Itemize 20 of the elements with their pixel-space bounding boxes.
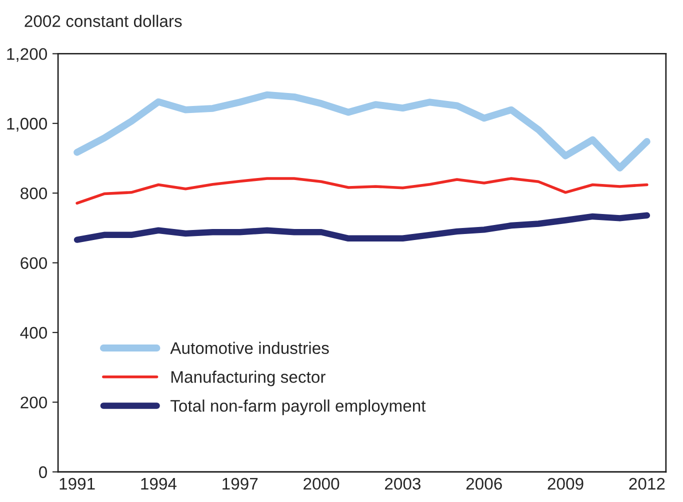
y-tick-label: 200 [20, 396, 47, 408]
x-tick-label: 2006 [466, 478, 502, 490]
x-tick-label: 1994 [141, 478, 177, 490]
x-tick-label: 2000 [304, 478, 340, 490]
x-tick-label: 1997 [222, 478, 258, 490]
line-series [76, 177, 648, 205]
legend-label: Automotive industries [170, 342, 329, 354]
y-tick-label: 1,000 [7, 118, 47, 132]
y-tick-label: 1,200 [7, 48, 47, 62]
y-tick-label: 400 [20, 326, 47, 339]
x-tick-label: 2009 [548, 478, 584, 490]
y-tick-label: 0 [39, 466, 47, 478]
legend-label: Manufacturing sector [171, 370, 326, 386]
x-tick-label: 2012 [629, 478, 665, 490]
x-tick-label: 2003 [385, 478, 421, 490]
legend-label: Total non-farm payroll employment [170, 400, 426, 416]
y-axis-title: 2002 constant dollars [24, 14, 182, 28]
y-tick-label: 600 [20, 257, 47, 269]
x-tick-label: 1991 [60, 478, 95, 490]
y-tick-label: 800 [20, 188, 47, 200]
